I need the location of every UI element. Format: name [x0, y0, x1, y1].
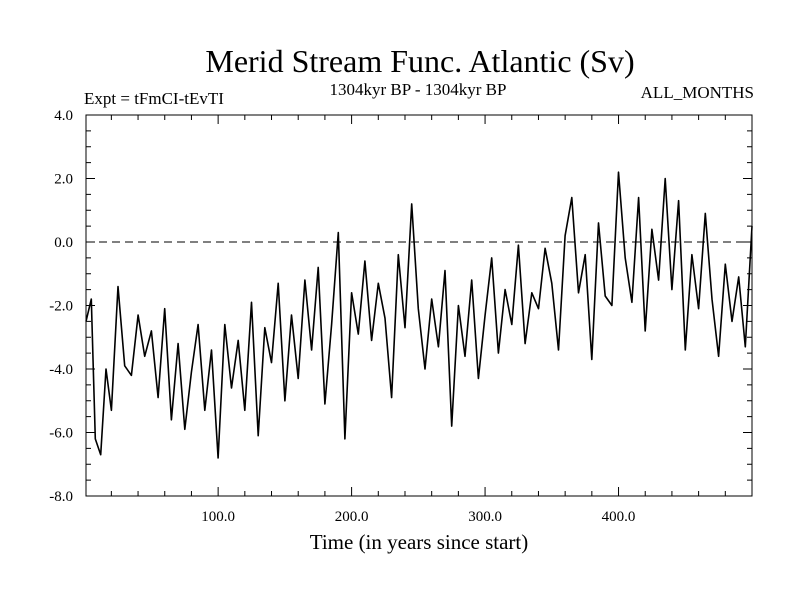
y-tick-label: 4.0 [54, 108, 73, 124]
y-tick-labels: -8.0 -6.0 -4.0 -2.0 0.0 2.0 4.0 [49, 108, 73, 505]
data-series-group [85, 171, 753, 459]
y-tick-label: -4.0 [49, 362, 73, 378]
x-tick-label: 100.0 [201, 509, 235, 525]
y-tick-label: 2.0 [54, 172, 73, 188]
plot-frame [85, 114, 753, 497]
x-tick-label: 200.0 [335, 509, 369, 525]
y-tick-label: -6.0 [49, 426, 73, 442]
months-label: ALL_MONTHS [641, 83, 754, 102]
y-tick-label: -8.0 [49, 489, 73, 505]
x-tick-label: 400.0 [602, 509, 636, 525]
x-axis-label: Time (in years since start) [310, 530, 529, 554]
y-tick-label: 0.0 [54, 235, 73, 251]
axis-ticks [86, 114, 752, 497]
x-tick-labels: 100.0 200.0 300.0 400.0 [201, 509, 635, 525]
x-tick-label: 300.0 [468, 509, 502, 525]
experiment-label: Expt = tFmCI-tEvTI [84, 89, 224, 108]
series-line-0 [85, 171, 753, 459]
period-label: 1304kyr BP - 1304kyr BP [330, 80, 507, 99]
y-tick-label: -2.0 [49, 299, 73, 315]
chart-title: Merid Stream Func. Atlantic (Sv) [205, 43, 634, 79]
